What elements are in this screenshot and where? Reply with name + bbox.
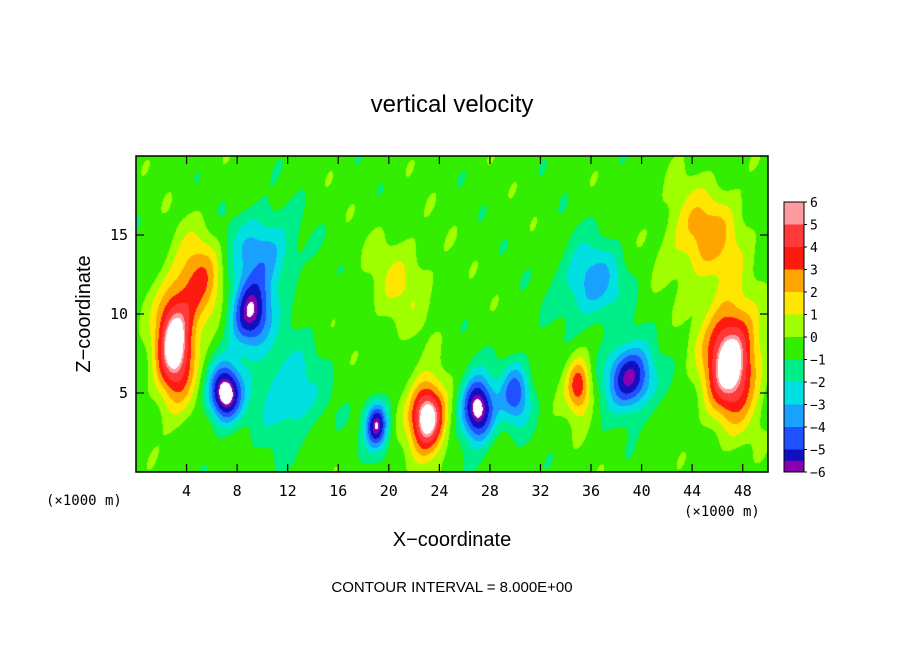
colorbar-swatch — [784, 427, 804, 450]
colorbar-swatch — [784, 292, 804, 315]
colorbar-label: 0 — [810, 331, 818, 346]
colorbar-label: −4 — [810, 421, 826, 436]
colorbar-swatch — [784, 269, 804, 293]
colorbar-label: 4 — [810, 241, 818, 256]
y-tick-label: 5 — [119, 384, 128, 402]
plot-area — [135, 155, 769, 473]
y-axis: 5 10 15 — [110, 226, 768, 402]
colorbar-label: −2 — [810, 376, 826, 391]
x-axis-label: X−coordinate — [393, 529, 511, 551]
x-tick-label: 8 — [233, 482, 242, 500]
colorbar: 6 5 4 3 2 1 0 −1 −2 −3 −4 −5 −6 — [783, 196, 826, 481]
colorbar-swatch — [784, 202, 804, 225]
colorbar-swatch — [784, 247, 804, 270]
x-tick-label: 44 — [683, 482, 701, 500]
x-tick-label: 4 — [182, 482, 191, 500]
chart-title: vertical velocity — [371, 91, 534, 118]
colorbar-label: −5 — [810, 444, 826, 459]
x-tick-label: 48 — [734, 482, 752, 500]
colorbar-label: −1 — [810, 354, 826, 369]
y-tick-label: 10 — [110, 305, 128, 323]
colorbar-swatch — [784, 337, 804, 360]
x-tick-label: 16 — [329, 482, 347, 500]
colorbar-swatch — [784, 460, 804, 472]
colorbar-swatch — [784, 314, 804, 338]
colorbar-label: 3 — [810, 264, 818, 279]
x-tick-label: 12 — [279, 482, 297, 500]
x-tick-label: 40 — [633, 482, 651, 500]
colorbar-label: 5 — [810, 219, 818, 234]
colorbar-label: 2 — [810, 286, 818, 301]
velocity-field — [136, 156, 768, 472]
colorbar-label: −3 — [810, 399, 826, 414]
x-tick-label: 20 — [380, 482, 398, 500]
y-tick-label: 15 — [110, 226, 128, 244]
colorbar-label: −6 — [810, 466, 826, 481]
colorbar-swatch — [784, 224, 804, 248]
colorbar-swatch — [784, 359, 804, 383]
x-tick-label: 28 — [481, 482, 499, 500]
colorbar-label: 6 — [810, 196, 818, 211]
x-unit-left: (×1000 m) — [46, 493, 122, 509]
y-axis-label: Z−coordinate — [73, 255, 95, 372]
x-tick-label: 24 — [430, 482, 448, 500]
contour-interval-label: CONTOUR INTERVAL = 8.000E+00 — [331, 579, 572, 596]
colorbar-swatch — [784, 404, 804, 428]
x-unit-right: (×1000 m) — [684, 504, 760, 520]
colorbar-swatch — [784, 382, 804, 405]
x-axis: 4 8 12 16 20 24 28 32 36 40 44 48 — [182, 156, 752, 500]
x-tick-label: 36 — [582, 482, 600, 500]
colorbar-label: 1 — [810, 309, 818, 324]
x-tick-label: 32 — [531, 482, 549, 500]
